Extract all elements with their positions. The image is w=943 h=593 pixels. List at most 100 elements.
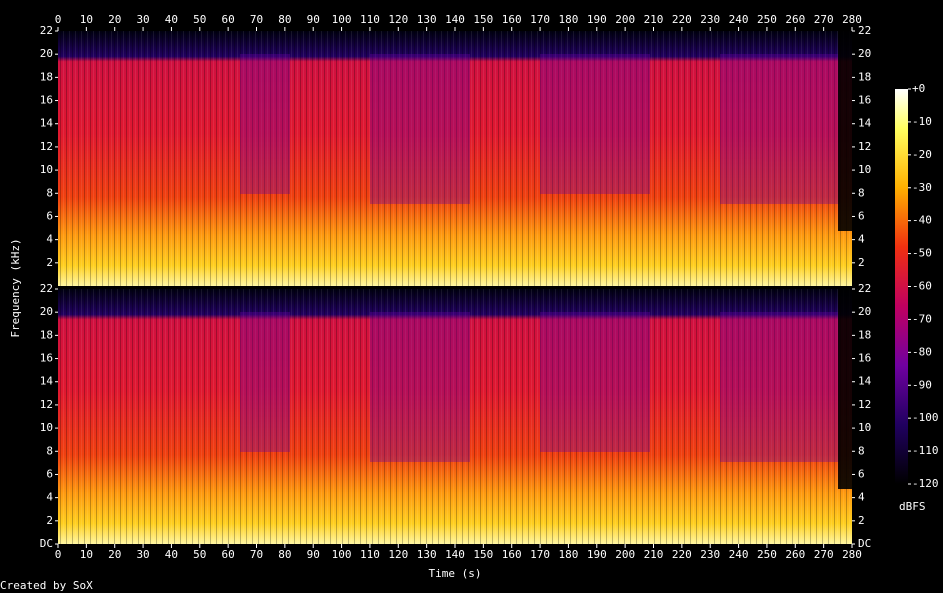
- x-tick-label: 160: [502, 548, 522, 561]
- y-tick-label: 18: [40, 328, 53, 341]
- x-tick-label: 230: [700, 548, 720, 561]
- x-tick-label: 270: [814, 548, 834, 561]
- x-tick-label: 280: [842, 548, 862, 561]
- y-tick-label: 2: [858, 256, 865, 269]
- x-tick-label: 200: [615, 13, 635, 26]
- y-tick-label: 6: [46, 209, 53, 222]
- x-tick-label: 100: [332, 548, 352, 561]
- x-tick-label: 80: [278, 13, 291, 26]
- x-tick-label: 260: [785, 13, 805, 26]
- y-tick-label: 8: [46, 444, 53, 457]
- colorbar-tick-label: -10: [912, 115, 932, 128]
- x-tick-label: 110: [360, 548, 380, 561]
- x-tick-label: 60: [222, 13, 235, 26]
- y-tick-label: 14: [40, 375, 54, 388]
- y-tick-label: 4: [46, 233, 53, 246]
- y-tick-label: 10: [858, 421, 871, 434]
- colorbar-label: dBFS: [899, 500, 926, 513]
- y-tick-label: 16: [858, 94, 871, 107]
- y-tick-label: 4: [46, 491, 53, 504]
- y-tick-label: 10: [858, 163, 871, 176]
- x-tick-label: 280: [842, 13, 862, 26]
- x-tick-label: 0: [55, 13, 62, 26]
- x-tick-label: 260: [785, 548, 805, 561]
- y-tick-label: 22: [858, 24, 871, 37]
- x-tick-label: 50: [193, 13, 206, 26]
- x-tick-label: 90: [307, 13, 320, 26]
- dim-regions: [240, 54, 840, 462]
- x-tick-label: 90: [307, 548, 320, 561]
- y-tick-label: 2: [858, 514, 865, 527]
- x-tick-label: 170: [530, 548, 550, 561]
- x-tick-label: 40: [165, 548, 178, 561]
- y-tick-label: 12: [858, 398, 871, 411]
- y-tick-label: 12: [40, 140, 53, 153]
- y-tick-label: 14: [858, 117, 872, 130]
- x-tick-label: 140: [445, 548, 465, 561]
- x-tick-label: 30: [136, 13, 149, 26]
- y-tick-label: 22: [40, 282, 53, 295]
- x-tick-label: 40: [165, 13, 178, 26]
- x-tick-label: 220: [672, 548, 692, 561]
- x-tick-label: 250: [757, 548, 777, 561]
- y-tick-label: 16: [40, 94, 53, 107]
- x-tick-label: 160: [502, 13, 522, 26]
- y-tick-label: 20: [858, 47, 871, 60]
- y-tick-label: 2: [46, 514, 53, 527]
- x-tick-label: 60: [222, 548, 235, 561]
- colorbar: [895, 89, 908, 484]
- spectrum-texture: [58, 289, 852, 544]
- x-tick-label: 120: [388, 13, 408, 26]
- x-tick-label: 20: [108, 13, 121, 26]
- x-tick-label: 110: [360, 13, 380, 26]
- spectrogram-panels: [58, 31, 908, 544]
- x-tick-label: 250: [757, 13, 777, 26]
- y-tick-label: 6: [858, 209, 865, 222]
- colorbar-tick-label: -110: [912, 444, 939, 457]
- x-tick-label: 220: [672, 13, 692, 26]
- x-tick-label: 210: [644, 13, 664, 26]
- colorbar-tick-label: -50: [912, 247, 932, 260]
- y-tick-label: 10: [40, 421, 53, 434]
- y-tick-label: 20: [40, 47, 53, 60]
- x-tick-label: 170: [530, 13, 550, 26]
- y-tick-label: 12: [858, 140, 871, 153]
- x-axis-label: Time (s): [429, 567, 482, 580]
- y-tick-label: 16: [858, 352, 871, 365]
- colorbar-tick-label: -100: [912, 411, 939, 424]
- x-tick-label: 190: [587, 13, 607, 26]
- x-tick-label: 30: [136, 548, 149, 561]
- x-tick-label: 150: [473, 548, 493, 561]
- colorbar-tick-label: -80: [912, 345, 932, 358]
- y-axis-label: Frequency (kHz): [9, 238, 22, 337]
- y-tick-label: 8: [858, 444, 865, 457]
- y-tick-label: 22: [40, 24, 53, 37]
- colorbar-tick-label: -60: [912, 280, 932, 293]
- x-tick-label: 240: [729, 548, 749, 561]
- x-tick-label: 70: [250, 548, 263, 561]
- x-tick-label: 0: [55, 548, 62, 561]
- spectrum-texture: [58, 31, 852, 286]
- x-tick-label: 120: [388, 548, 408, 561]
- y-tick-label: 6: [858, 467, 865, 480]
- colorbar-tick-label: -70: [912, 312, 932, 325]
- y-tick-label: 8: [858, 186, 865, 199]
- x-tick-label: 180: [558, 13, 578, 26]
- y-tick-label: 10: [40, 163, 53, 176]
- y-tick-label: 18: [858, 328, 871, 341]
- y-tick-label: 14: [858, 375, 872, 388]
- x-tick-label: 150: [473, 13, 493, 26]
- footer: Created by SoX: [0, 579, 93, 592]
- y-tick-label: 4: [858, 491, 865, 504]
- y-tick-label: DC: [40, 537, 53, 550]
- y-tick-label: 6: [46, 467, 53, 480]
- y-tick-label: 12: [40, 398, 53, 411]
- x-tick-label: 270: [814, 13, 834, 26]
- x-tick-label: 10: [80, 13, 93, 26]
- y-tick-label: DC: [858, 537, 871, 550]
- colorbar-tick-label: -120: [912, 477, 939, 490]
- colorbar-tick-label: -40: [912, 214, 932, 227]
- x-tick-label: 200: [615, 548, 635, 561]
